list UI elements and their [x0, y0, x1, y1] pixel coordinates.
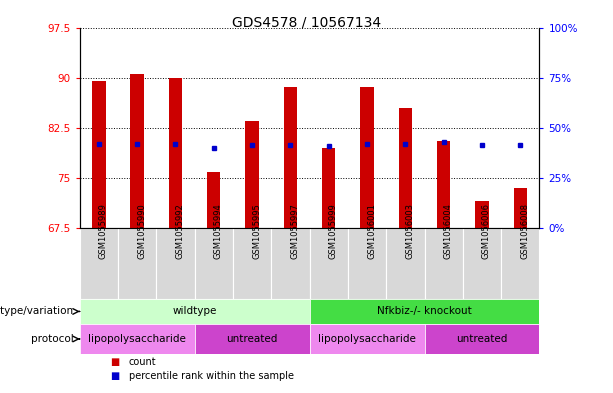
Text: GSM1056008: GSM1056008 [520, 204, 529, 259]
Bar [310, 299, 539, 324]
Text: GSM1056006: GSM1056006 [482, 204, 491, 259]
Bar [398, 108, 412, 228]
Text: GSM1056004: GSM1056004 [444, 204, 452, 259]
Text: Nfkbiz-/- knockout: Nfkbiz-/- knockout [377, 307, 472, 316]
Bar [386, 228, 424, 299]
Text: untreated: untreated [226, 334, 278, 344]
Bar [348, 228, 386, 299]
Bar [156, 228, 195, 299]
Bar [195, 324, 310, 354]
Bar [310, 324, 424, 354]
Bar [80, 228, 118, 299]
Text: genotype/variation: genotype/variation [0, 307, 74, 316]
Bar [284, 87, 297, 228]
Text: GSM1055994: GSM1055994 [214, 204, 223, 259]
Bar [169, 78, 182, 228]
Text: protocol: protocol [31, 334, 74, 344]
Bar [360, 87, 374, 228]
Text: GDS4578 / 10567134: GDS4578 / 10567134 [232, 16, 381, 30]
Bar [322, 148, 335, 228]
Bar [463, 228, 501, 299]
Bar [118, 228, 156, 299]
Bar [437, 141, 451, 228]
Bar [80, 299, 310, 324]
Bar [207, 173, 221, 228]
Text: GSM1055999: GSM1055999 [329, 204, 338, 259]
Text: count: count [129, 358, 156, 367]
Bar [195, 228, 233, 299]
Text: GSM1055995: GSM1055995 [252, 204, 261, 259]
Text: GSM1055992: GSM1055992 [175, 204, 185, 259]
Bar [271, 228, 310, 299]
Text: GSM1055990: GSM1055990 [137, 204, 146, 259]
Text: GSM1055989: GSM1055989 [99, 204, 108, 259]
Bar [424, 324, 539, 354]
Bar [514, 188, 527, 228]
Bar [475, 201, 489, 228]
Text: lipopolysaccharide: lipopolysaccharide [318, 334, 416, 344]
Text: GSM1055997: GSM1055997 [291, 204, 299, 259]
Bar [92, 81, 105, 228]
Bar [310, 228, 348, 299]
Text: ■: ■ [110, 371, 120, 381]
Text: GSM1056003: GSM1056003 [405, 204, 414, 259]
Bar [80, 324, 195, 354]
Bar [245, 121, 259, 228]
Bar [424, 228, 463, 299]
Text: wildtype: wildtype [172, 307, 217, 316]
Bar [131, 73, 144, 228]
Text: untreated: untreated [456, 334, 508, 344]
Text: lipopolysaccharide: lipopolysaccharide [88, 334, 186, 344]
Text: percentile rank within the sample: percentile rank within the sample [129, 371, 294, 381]
Text: ■: ■ [110, 358, 120, 367]
Bar [501, 228, 539, 299]
Bar [233, 228, 271, 299]
Text: GSM1056001: GSM1056001 [367, 204, 376, 259]
